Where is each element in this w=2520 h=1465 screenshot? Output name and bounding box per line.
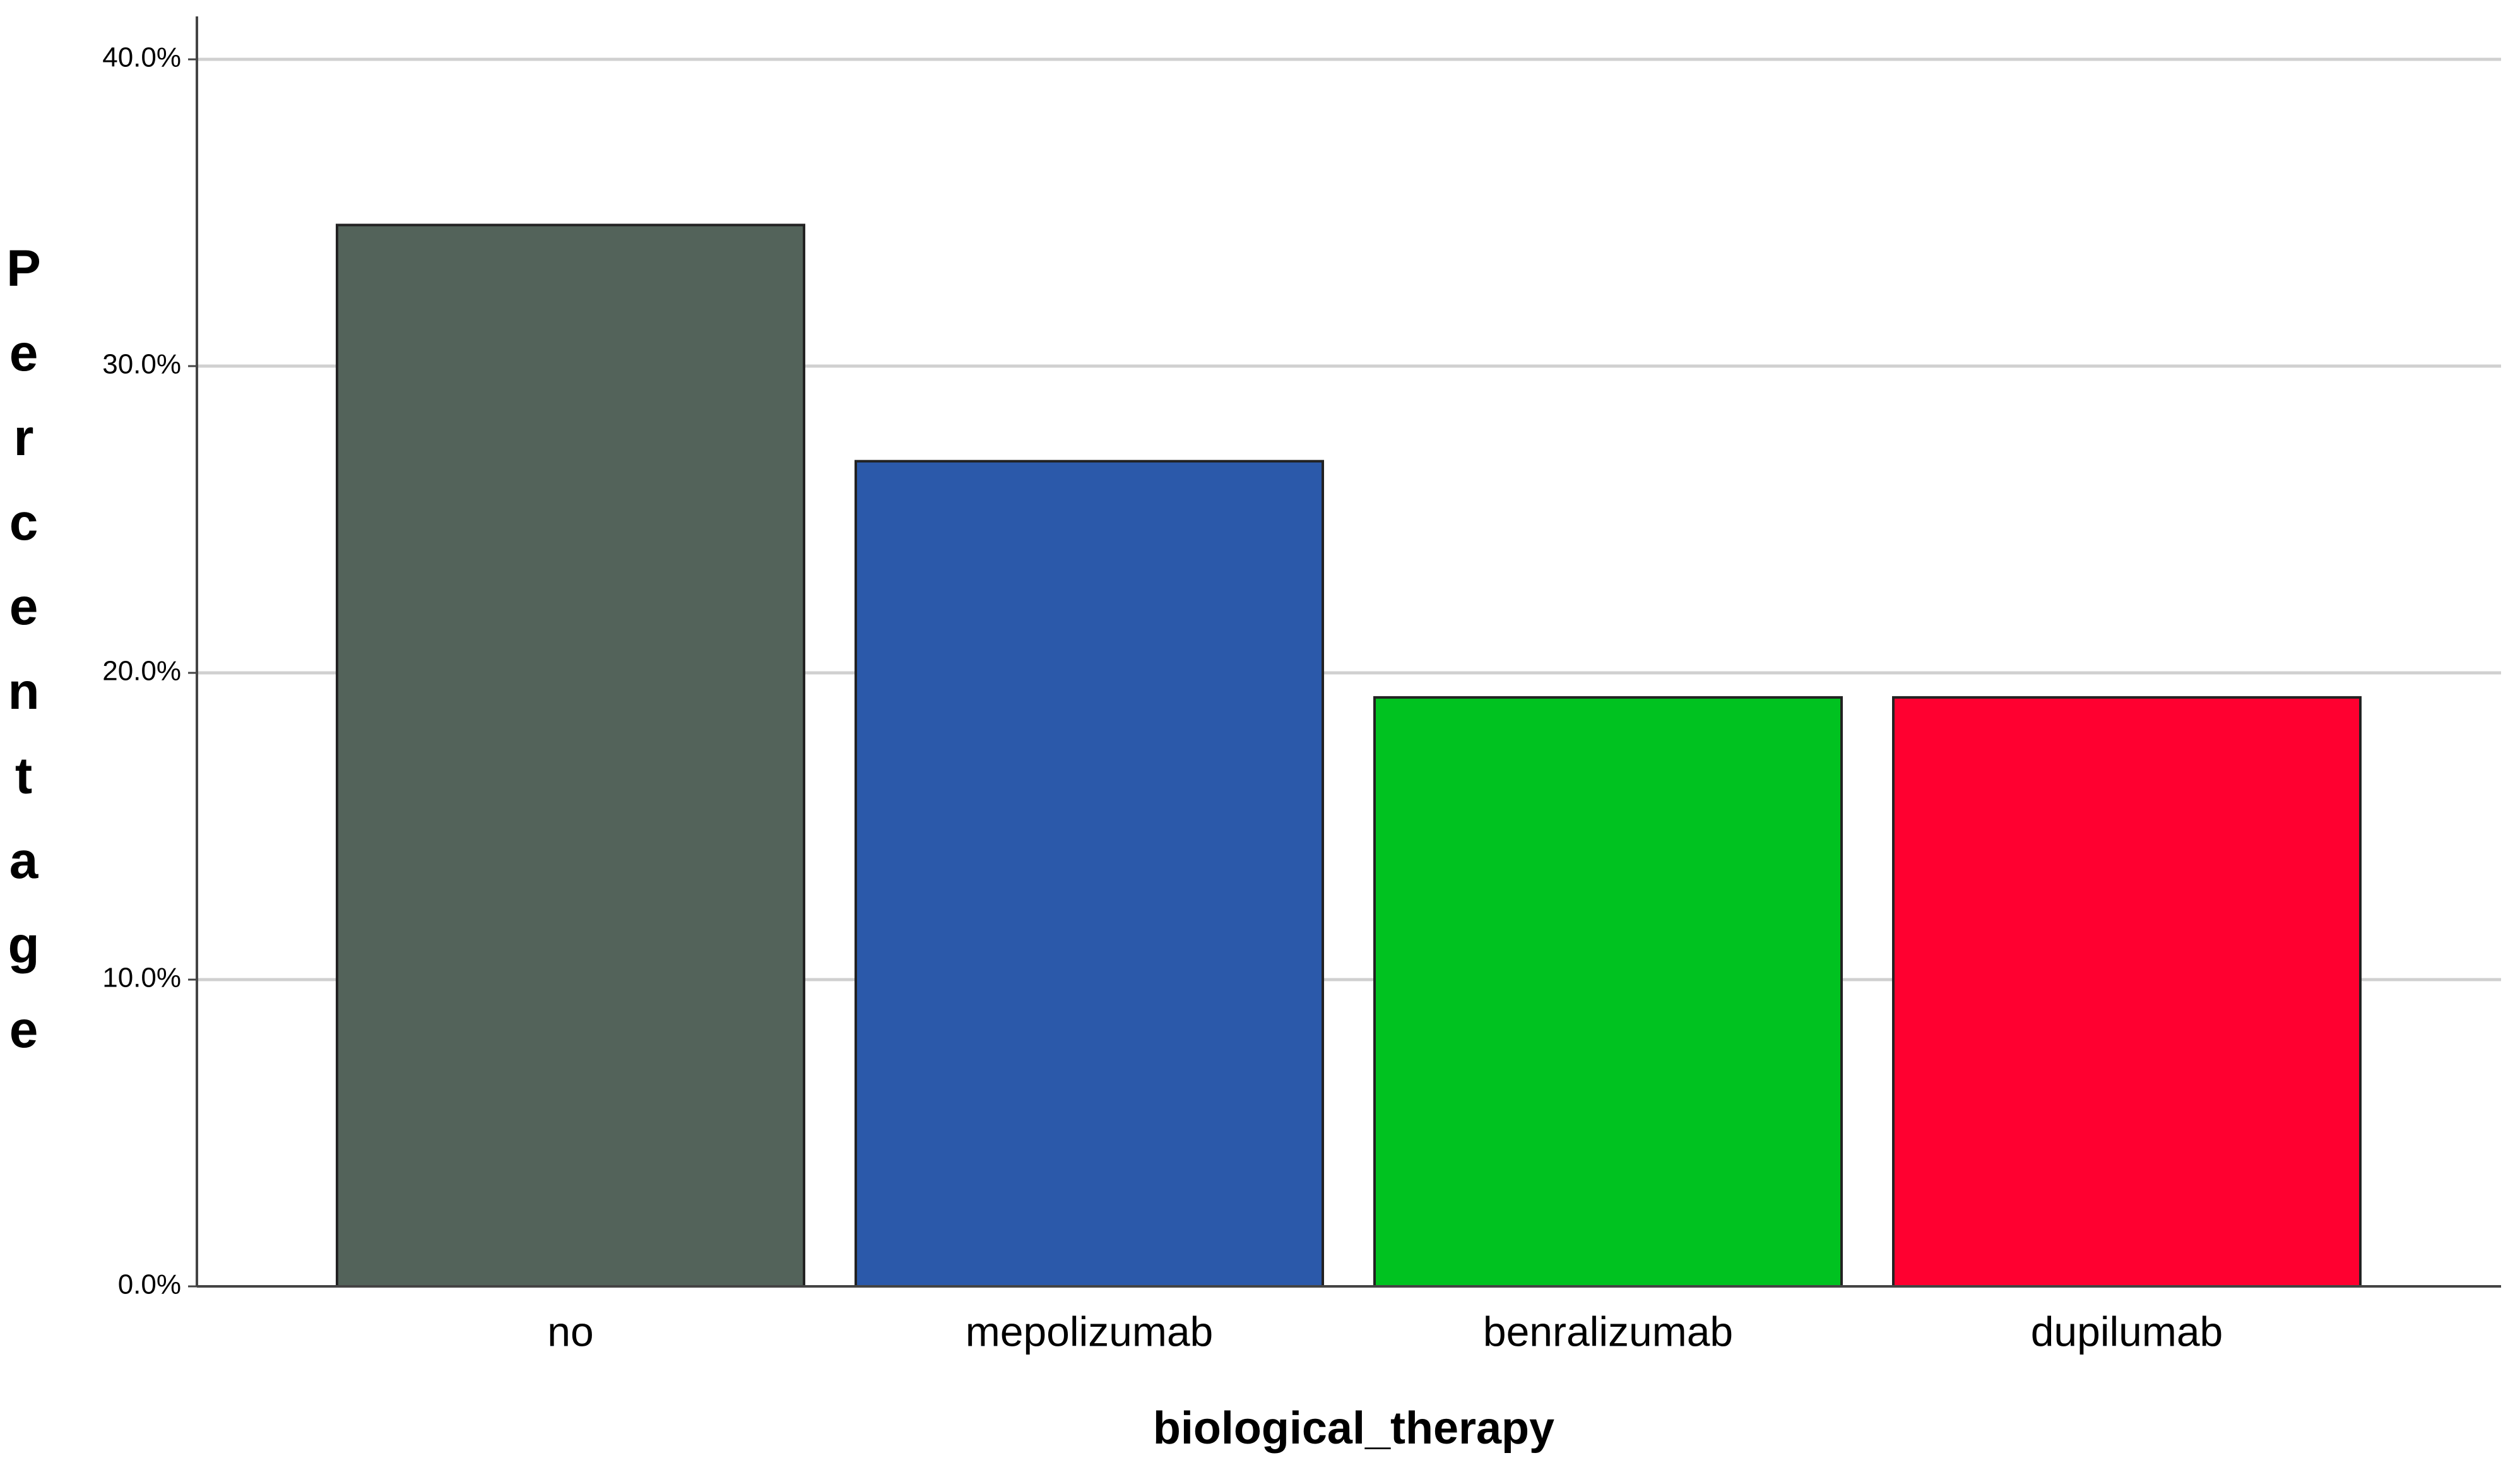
y-tick-label: 10.0% <box>102 963 181 993</box>
x-tick-label: dupilumab <box>2031 1308 2223 1355</box>
y-axis-title: Percentage <box>0 240 52 1086</box>
bar <box>1892 696 2362 1288</box>
x-tick-label: no <box>547 1308 593 1355</box>
y-tick-label: 30.0% <box>102 349 181 380</box>
y-tick-label: 0.0% <box>118 1269 181 1300</box>
bar <box>336 223 805 1288</box>
y-tick-label: 20.0% <box>102 656 181 687</box>
x-tick-label: benralizumab <box>1483 1308 1733 1355</box>
bar <box>855 460 1324 1288</box>
y-tick-label: 40.0% <box>102 42 181 73</box>
x-axis-title: biological_therapy <box>1153 1403 1554 1454</box>
x-tick-label: mepolizumab <box>966 1308 1214 1355</box>
bar <box>1373 696 1843 1288</box>
